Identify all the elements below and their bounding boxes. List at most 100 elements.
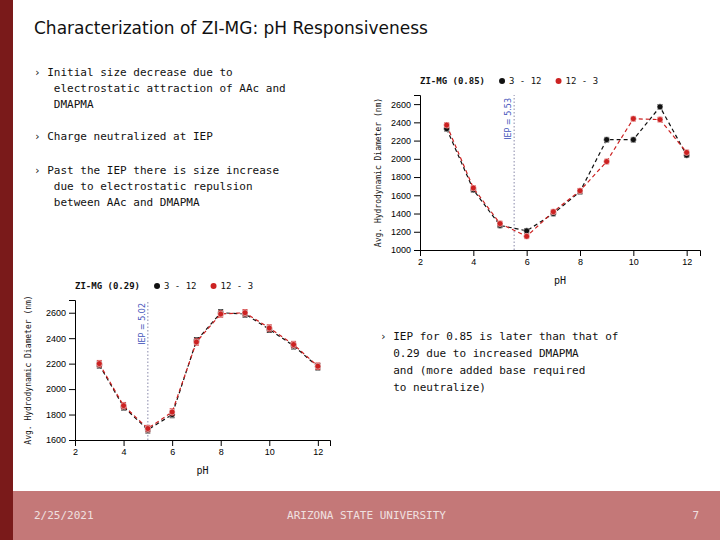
error-bar	[631, 116, 636, 121]
chart-root: Characterization of ZI-MG: pH Responsive…	[0, 0, 720, 540]
tick: 1200	[391, 227, 420, 237]
iep-line	[514, 95, 515, 250]
tick-mark	[318, 440, 319, 446]
tick-label: 1800	[46, 410, 66, 420]
error-bar	[291, 341, 296, 347]
footer-text: 2/25/2021	[34, 509, 94, 522]
point	[630, 116, 636, 122]
tick-label: 1000	[391, 245, 411, 255]
legend-swatch	[499, 78, 505, 84]
tick-label: 1200	[391, 227, 411, 237]
point	[684, 149, 690, 155]
tick: 2200	[391, 136, 420, 146]
legend-item: 3 - 12	[154, 281, 197, 291]
legend-title: ZI-MG (0.29)	[75, 281, 140, 291]
error-bar	[524, 229, 529, 234]
text-line: due to electrostatic repulsion	[34, 180, 253, 193]
tick-label: 6	[525, 257, 530, 267]
legend-swatch	[556, 78, 562, 84]
tick-mark	[527, 250, 528, 256]
tick-mark	[69, 313, 75, 314]
iep-label: IEP = 5.53	[504, 98, 513, 140]
point	[218, 311, 224, 317]
plot-texts: IEP = 5.53	[504, 98, 513, 140]
legend-label: 12 - 3	[566, 76, 599, 86]
x-axis: 24681012	[418, 250, 701, 267]
tick-mark	[414, 141, 420, 142]
point	[169, 409, 175, 415]
tick-label: 1400	[391, 209, 411, 219]
bullet: › IEP for 0.85 is later than that of 0.2…	[380, 330, 618, 394]
tick-mark	[69, 389, 75, 390]
tick: 10	[629, 250, 639, 267]
point	[524, 228, 530, 234]
tick-label: 1600	[391, 191, 411, 201]
point	[266, 325, 272, 331]
point	[497, 221, 503, 227]
point	[577, 188, 583, 194]
tick-mark	[221, 440, 222, 446]
text-line: to neutralize)	[380, 381, 486, 394]
footer-bar	[13, 491, 720, 540]
series-line	[447, 107, 687, 231]
tick-mark	[687, 250, 688, 256]
tick-label: 2000	[46, 384, 66, 394]
axis-domain	[421, 251, 701, 257]
tick-mark	[69, 415, 75, 416]
tick-label: 2	[73, 447, 78, 457]
tick-mark	[172, 440, 173, 446]
point	[577, 189, 583, 195]
axis-domain	[69, 301, 76, 441]
tick-label: 2400	[391, 118, 411, 128]
axis-domain	[76, 441, 331, 447]
legend-swatch	[211, 283, 217, 289]
tick: 2400	[46, 334, 75, 344]
error-bar	[243, 310, 248, 316]
tick-mark	[124, 440, 125, 446]
point	[604, 137, 610, 143]
tick: 1600	[391, 191, 420, 201]
tick: 8	[219, 440, 224, 457]
point	[604, 159, 610, 165]
text-line: and (more added base required	[380, 364, 585, 377]
chart: 24681012160018002000220024002600pHAvg. H…	[24, 281, 331, 477]
tick-label: 4	[122, 447, 127, 457]
tick-mark	[69, 338, 75, 339]
error-bar	[524, 234, 529, 239]
tick: 1800	[46, 410, 75, 420]
tick-mark	[269, 440, 270, 446]
x-axis-label: pH	[196, 465, 208, 476]
series-line	[447, 119, 687, 237]
text-line: › Initial size decrease due to	[34, 66, 233, 79]
y-axis: 1000 1200 1400 1600 1800 2000 2200 2400 2600	[391, 96, 421, 256]
error-bar	[121, 402, 126, 408]
text-line: › IEP for 0.85 is later than that of	[380, 330, 618, 343]
footer-text: 7	[692, 509, 699, 522]
point	[630, 137, 636, 143]
tick-mark	[69, 364, 75, 365]
tick-label: 1800	[391, 172, 411, 182]
tick: 2600	[391, 99, 420, 109]
tick: 8	[578, 250, 583, 267]
tick: 4	[471, 250, 476, 267]
error-bar	[145, 425, 150, 431]
legend-label: 3 - 12	[509, 76, 542, 86]
plot-texts: IEP = 5.02	[138, 303, 147, 345]
legend-label: 12 - 3	[221, 281, 254, 291]
bullet: › Past the IEP there is size increase du…	[34, 164, 279, 209]
legend-swatch	[154, 283, 160, 289]
point	[524, 233, 530, 239]
text-line: › Past the IEP there is size increase	[34, 164, 279, 177]
legend-item: 3 - 12	[499, 76, 542, 86]
error-bar	[194, 339, 199, 345]
point	[470, 185, 476, 191]
tick: 2200	[46, 359, 75, 369]
tick: 4	[122, 440, 127, 457]
point	[121, 403, 127, 409]
error-bar	[658, 117, 663, 122]
tick-label: 2200	[391, 136, 411, 146]
tick: 2	[73, 440, 78, 457]
text-line: electrostatic attraction of AAc and	[34, 82, 286, 95]
tick-label: 2000	[391, 154, 411, 164]
series-line	[99, 313, 318, 429]
